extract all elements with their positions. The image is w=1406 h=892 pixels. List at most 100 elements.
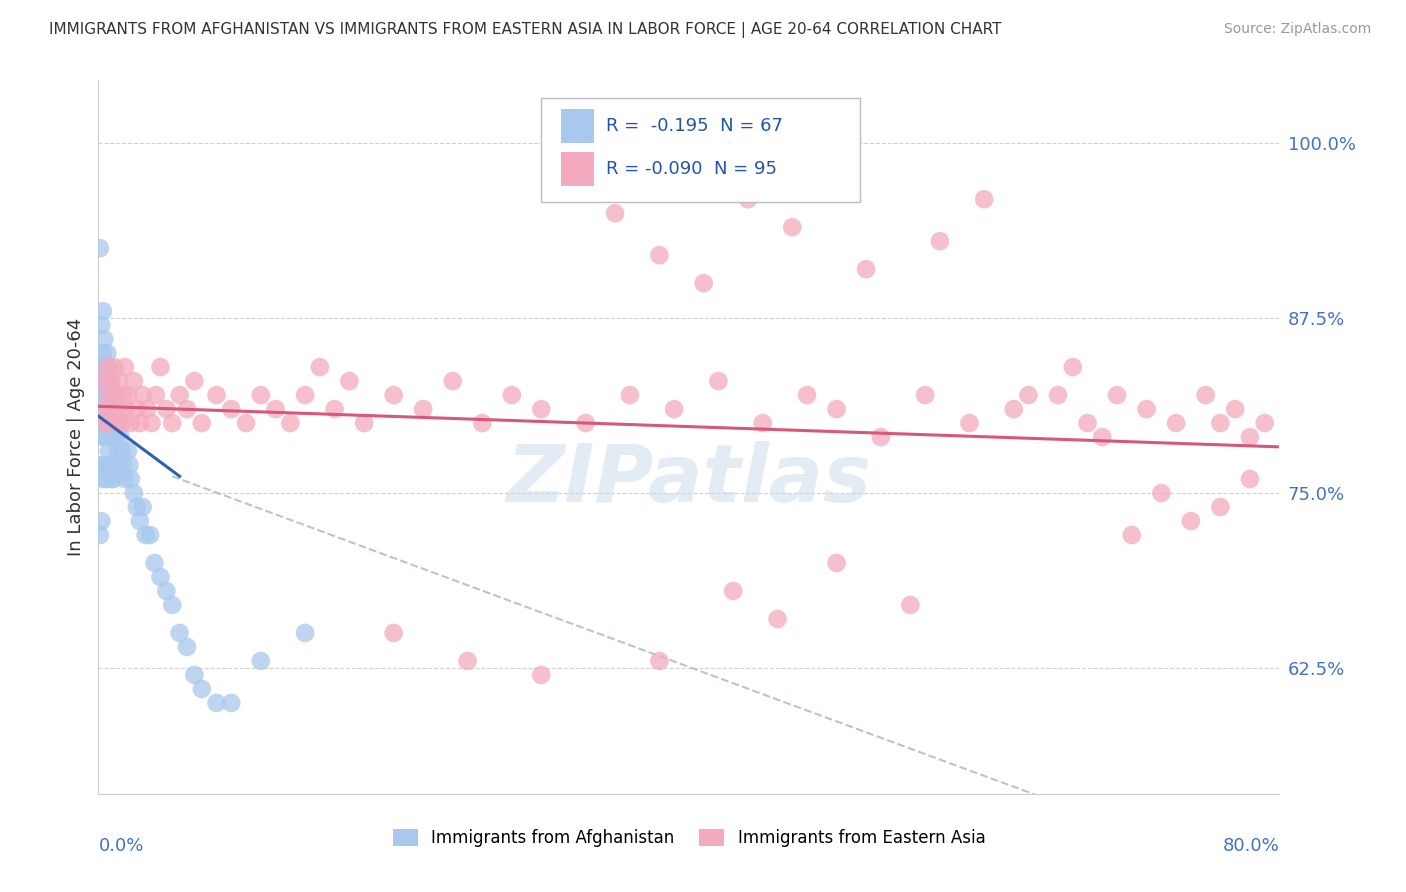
Point bbox=[97, 388, 120, 402]
Point bbox=[412, 402, 434, 417]
Point bbox=[91, 304, 114, 318]
Point bbox=[105, 430, 128, 444]
Point bbox=[250, 388, 273, 402]
Point bbox=[1239, 430, 1261, 444]
Point bbox=[353, 416, 375, 430]
Point bbox=[1018, 388, 1040, 402]
Point bbox=[382, 626, 405, 640]
Point bbox=[169, 388, 191, 402]
Point bbox=[103, 472, 125, 486]
Text: 0.0%: 0.0% bbox=[98, 837, 143, 855]
Point bbox=[530, 668, 553, 682]
Point bbox=[183, 374, 205, 388]
Point bbox=[107, 416, 129, 430]
Point bbox=[90, 360, 112, 375]
FancyBboxPatch shape bbox=[561, 109, 595, 143]
Point bbox=[737, 192, 759, 206]
Point bbox=[1180, 514, 1202, 528]
Point bbox=[280, 416, 302, 430]
Point bbox=[89, 416, 111, 430]
Text: R =  -0.195  N = 67: R = -0.195 N = 67 bbox=[606, 118, 783, 136]
Point bbox=[1209, 500, 1232, 514]
Point bbox=[97, 402, 120, 417]
Point bbox=[648, 248, 671, 262]
Point bbox=[89, 528, 111, 542]
Point bbox=[162, 598, 183, 612]
Point bbox=[103, 388, 125, 402]
Point bbox=[105, 388, 128, 402]
Text: Source: ZipAtlas.com: Source: ZipAtlas.com bbox=[1223, 22, 1371, 37]
Point bbox=[118, 458, 141, 472]
Point bbox=[441, 374, 464, 388]
Legend: Immigrants from Afghanistan, Immigrants from Eastern Asia: Immigrants from Afghanistan, Immigrants … bbox=[385, 822, 993, 854]
FancyBboxPatch shape bbox=[541, 98, 860, 202]
Point bbox=[132, 388, 155, 402]
Point bbox=[91, 374, 114, 388]
Point bbox=[97, 444, 120, 458]
Point bbox=[309, 360, 332, 375]
Point bbox=[90, 402, 112, 417]
Point bbox=[205, 388, 228, 402]
Point bbox=[125, 500, 148, 514]
Point bbox=[120, 472, 142, 486]
Point bbox=[93, 402, 115, 417]
Point bbox=[457, 654, 479, 668]
Point bbox=[1121, 528, 1143, 542]
Point bbox=[501, 388, 523, 402]
Point bbox=[825, 402, 848, 417]
Point bbox=[176, 402, 198, 417]
Point bbox=[782, 220, 804, 235]
Point bbox=[108, 458, 131, 472]
Point bbox=[94, 388, 117, 402]
Point bbox=[107, 444, 129, 458]
Point bbox=[707, 374, 730, 388]
Point bbox=[136, 402, 159, 417]
Point bbox=[648, 654, 671, 668]
Point bbox=[93, 416, 115, 430]
Point bbox=[97, 360, 120, 375]
Point bbox=[605, 206, 627, 220]
Point bbox=[114, 472, 136, 486]
Point bbox=[98, 458, 121, 472]
Point bbox=[221, 696, 243, 710]
Point bbox=[169, 626, 191, 640]
Point bbox=[929, 234, 952, 248]
Point bbox=[723, 584, 745, 599]
Point bbox=[264, 402, 287, 417]
Text: R = -0.090  N = 95: R = -0.090 N = 95 bbox=[606, 161, 778, 178]
Point bbox=[111, 416, 134, 430]
Point bbox=[250, 654, 273, 668]
Point bbox=[110, 402, 132, 417]
Point bbox=[1002, 402, 1025, 417]
Point bbox=[155, 584, 177, 599]
Point bbox=[100, 472, 122, 486]
Point bbox=[471, 416, 494, 430]
Text: IMMIGRANTS FROM AFGHANISTAN VS IMMIGRANTS FROM EASTERN ASIA IN LABOR FORCE | AGE: IMMIGRANTS FROM AFGHANISTAN VS IMMIGRANT… bbox=[49, 22, 1001, 38]
Point bbox=[825, 556, 848, 570]
Point bbox=[103, 402, 125, 417]
Point bbox=[94, 360, 117, 375]
Point bbox=[145, 388, 167, 402]
Point bbox=[91, 430, 114, 444]
Point bbox=[93, 332, 115, 346]
Point bbox=[973, 192, 995, 206]
Point bbox=[900, 598, 922, 612]
Point bbox=[100, 388, 122, 402]
Point bbox=[90, 458, 112, 472]
Point bbox=[122, 374, 145, 388]
Point bbox=[94, 430, 117, 444]
Point bbox=[1150, 486, 1173, 500]
Point bbox=[96, 374, 118, 388]
Point bbox=[664, 402, 686, 417]
Point bbox=[94, 416, 117, 430]
Point bbox=[855, 262, 877, 277]
Point bbox=[221, 402, 243, 417]
Point bbox=[96, 416, 118, 430]
Point bbox=[1136, 402, 1159, 417]
Point bbox=[191, 416, 214, 430]
Point bbox=[1046, 388, 1070, 402]
Point bbox=[104, 360, 127, 375]
Point bbox=[108, 374, 131, 388]
FancyBboxPatch shape bbox=[561, 152, 595, 186]
Point bbox=[1254, 416, 1277, 430]
